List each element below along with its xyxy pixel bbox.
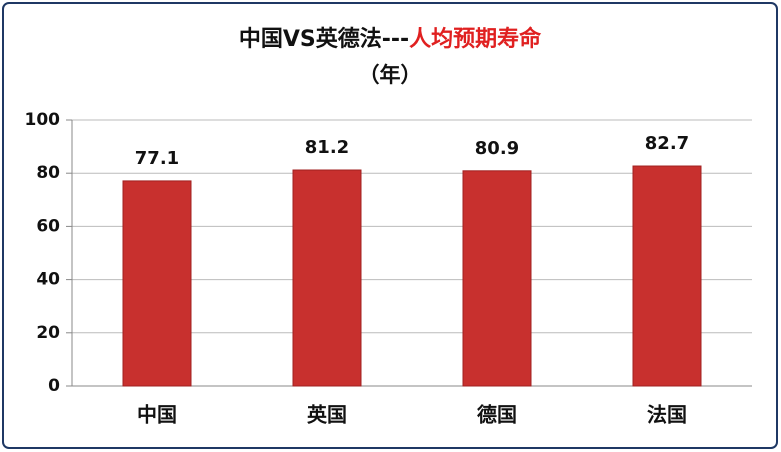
data-label: 80.9 (475, 138, 519, 159)
title-main: 中国VS英德法--- (239, 26, 409, 52)
x-tick-label: 法国 (647, 403, 687, 427)
y-tick-label: 80 (36, 163, 60, 183)
chart-subtitle: （年） (359, 63, 422, 87)
data-label: 82.7 (645, 133, 689, 154)
bar (292, 169, 362, 387)
bar (632, 165, 702, 387)
title-highlight: 人均预期寿命 (409, 26, 542, 52)
chart-title: 中国VS英德法---人均预期寿命 (239, 26, 542, 52)
y-tick-label: 20 (36, 323, 60, 343)
data-label: 77.1 (135, 148, 179, 169)
bar (122, 180, 192, 387)
x-tick-label: 中国 (137, 403, 177, 427)
y-tick-label: 0 (48, 376, 60, 396)
data-label: 81.2 (305, 137, 349, 158)
bar (462, 170, 532, 387)
y-tick-label: 100 (25, 110, 61, 130)
y-tick-label: 40 (36, 270, 60, 290)
y-tick-label: 60 (36, 216, 60, 236)
x-tick-label: 德国 (477, 403, 517, 427)
x-tick-label: 英国 (307, 403, 347, 427)
